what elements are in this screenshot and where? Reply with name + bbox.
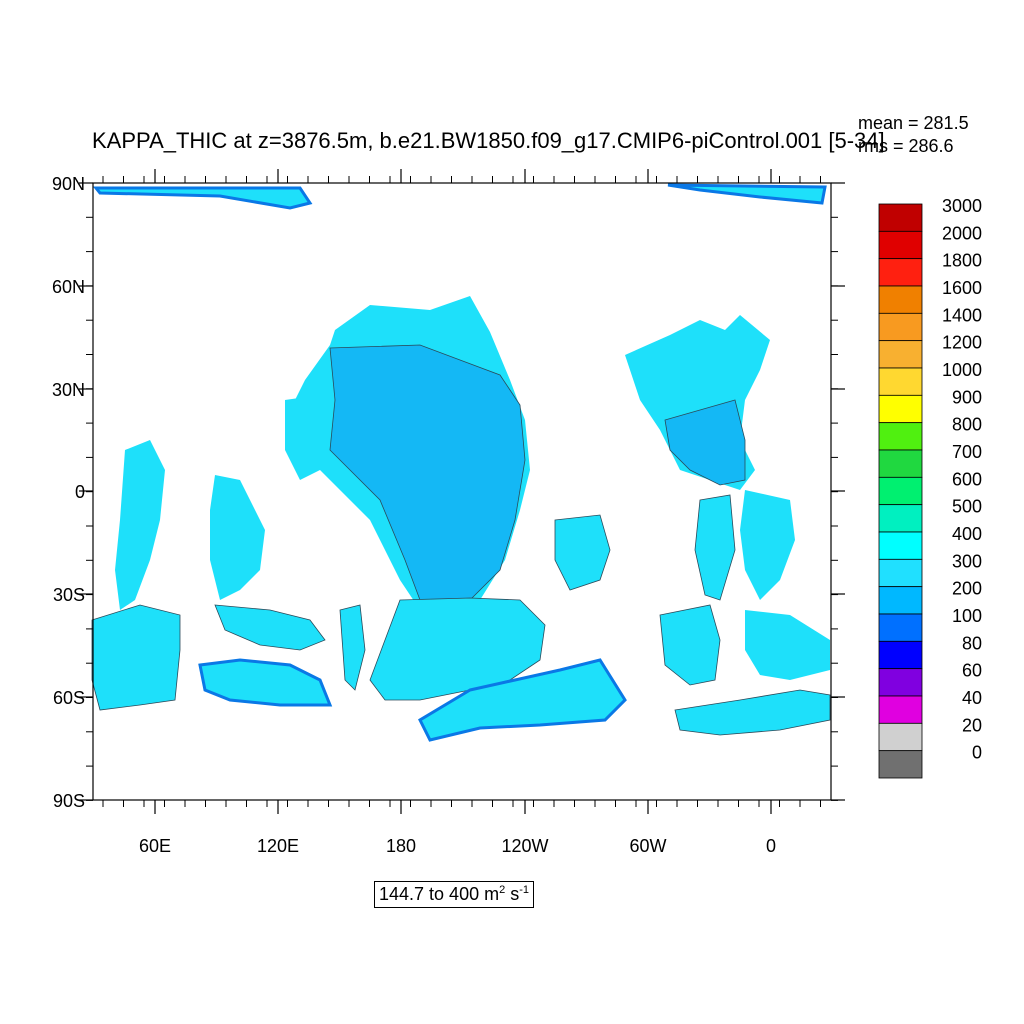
west-pacific-patch — [285, 395, 330, 480]
y-tick-label: 60S — [53, 688, 85, 708]
south-atlantic-west — [694, 494, 736, 601]
map-title: KAPPA_THIC at z=3876.5m, b.e21.BW1850.f0… — [92, 128, 885, 153]
x-tick-label: 120E — [257, 836, 299, 856]
colorbar-label: 1400 — [942, 305, 982, 325]
colorbar-label: 100 — [952, 606, 982, 626]
colorbar-label: 1200 — [942, 333, 982, 353]
colorbar-swatch — [878, 312, 923, 342]
colorbar-swatch — [878, 422, 923, 451]
range-label: 144.7 to 400 m2 s-1 — [374, 881, 535, 908]
colorbar-swatch — [878, 504, 923, 533]
x-tick-label: 60W — [629, 836, 666, 856]
colorbar-swatch — [878, 750, 923, 779]
colorbar-label: 600 — [952, 469, 982, 489]
range-text: 144.7 to 400 m — [379, 884, 500, 904]
central-pacific — [329, 344, 526, 601]
colorbar-swatch — [878, 449, 923, 478]
colorbar-label: 500 — [952, 497, 982, 517]
y-tick-label: 90N — [52, 174, 85, 194]
colorbar-label: 800 — [952, 415, 982, 435]
atlantic-antarctic — [674, 689, 831, 736]
south-atlantic — [659, 604, 721, 686]
pacific-antarctic — [418, 658, 627, 742]
colorbar-label: 0 — [972, 743, 982, 763]
range-unit: s — [505, 884, 520, 904]
colorbar-label: 400 — [952, 524, 982, 544]
colorbar-label: 40 — [962, 688, 982, 708]
colorbar-swatch — [878, 695, 923, 724]
colorbar-swatch — [878, 285, 923, 314]
south-atlantic-east — [740, 490, 795, 600]
colorbar-label: 2000 — [942, 223, 982, 243]
colorbar-label: 900 — [952, 387, 982, 407]
colorbar-swatch — [878, 558, 923, 588]
range-exp-2: -1 — [519, 884, 530, 896]
rms-stat: rms = 286.6 — [858, 136, 954, 156]
x-tick-label: 0 — [766, 836, 776, 856]
southern-indian — [91, 604, 181, 711]
colorbar-swatch — [878, 230, 923, 260]
x-tick-label: 60E — [139, 836, 171, 856]
colorbar-swatch — [878, 203, 923, 232]
ocean-field — [91, 183, 831, 742]
colorbar — [878, 203, 923, 779]
y-tick-label: 60N — [52, 277, 85, 297]
colorbar-label: 60 — [962, 661, 982, 681]
colorbar-swatch — [878, 258, 923, 287]
colorbar-swatch — [878, 531, 923, 560]
colorbar-label: 1600 — [942, 278, 982, 298]
colorbar-swatch — [878, 640, 923, 670]
colorbar-swatch — [878, 394, 923, 424]
y-axis-labels: 90N 60N 30N 0 30S 60S 90S — [52, 174, 85, 811]
colorbar-label: 3000 — [942, 196, 982, 216]
colorbar-labels: 3000200018001600140012001000900800700600… — [942, 196, 982, 763]
indian-central — [210, 475, 265, 600]
arctic-strip-east — [667, 183, 827, 205]
indian-south — [214, 604, 326, 651]
atlantic-deep — [664, 399, 746, 486]
colorbar-label: 80 — [962, 633, 982, 653]
east-pacific-patch — [554, 514, 611, 591]
colorbar-swatch — [878, 476, 923, 506]
indian-west — [115, 440, 165, 610]
colorbar-swatch — [878, 340, 923, 369]
colorbar-label: 300 — [952, 551, 982, 571]
colorbar-label: 1800 — [942, 251, 982, 271]
australia-south — [198, 658, 333, 707]
tick-marks — [79, 169, 845, 814]
colorbar-label: 1000 — [942, 360, 982, 380]
y-tick-label: 30N — [52, 380, 85, 400]
y-tick-label: 90S — [53, 791, 85, 811]
arctic-strip-west — [92, 186, 313, 210]
tasman-sea — [339, 604, 366, 691]
x-axis-labels: 60E 120E 180 120W 60W 0 — [139, 836, 776, 856]
mean-stat: mean = 281.5 — [858, 113, 969, 133]
colorbar-label: 20 — [962, 715, 982, 735]
range-exp-1: 2 — [499, 884, 506, 896]
argentine-basin — [745, 610, 830, 680]
colorbar-swatch — [878, 586, 923, 615]
colorbar-swatch — [878, 613, 923, 642]
x-tick-label: 120W — [501, 836, 548, 856]
colorbar-label: 200 — [952, 579, 982, 599]
colorbar-swatch — [878, 668, 923, 697]
colorbar-label: 700 — [952, 442, 982, 462]
colorbar-swatch — [878, 722, 923, 752]
y-tick-label: 30S — [53, 585, 85, 605]
y-tick-label: 0 — [75, 482, 85, 502]
x-tick-label: 180 — [386, 836, 416, 856]
colorbar-swatch — [878, 367, 923, 396]
